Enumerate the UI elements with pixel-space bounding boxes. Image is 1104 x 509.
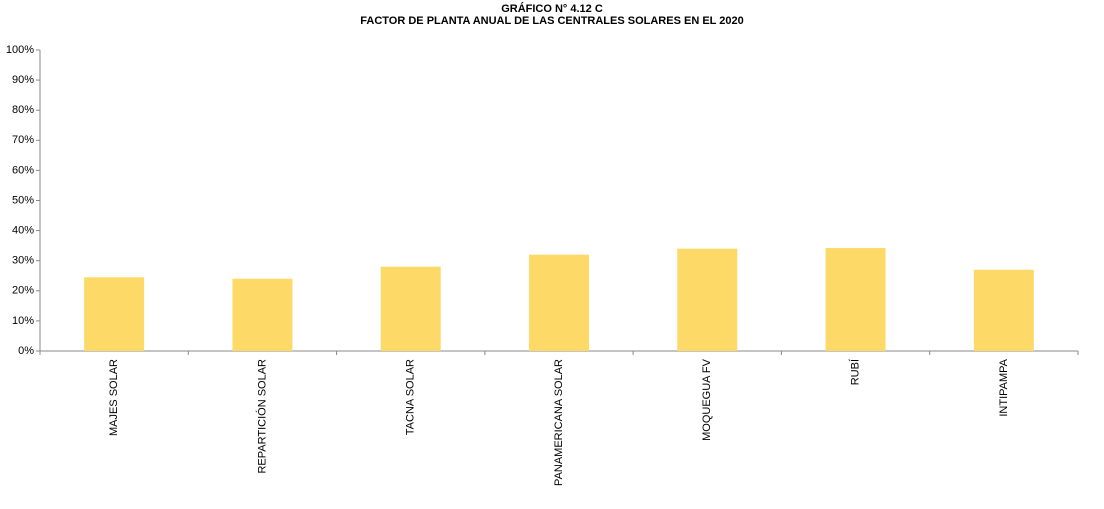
bar [84, 277, 145, 351]
y-tick-label: 100% [6, 44, 34, 56]
chart-title: GRÁFICO N° 4.12 C [501, 2, 603, 15]
x-tick-label: TACNA SOLAR [405, 359, 417, 435]
chart-subtitle: FACTOR DE PLANTA ANUAL DE LAS CENTRALES … [360, 15, 743, 27]
bar [825, 248, 886, 351]
y-tick-label: 30% [12, 255, 34, 267]
bar [973, 269, 1034, 351]
x-tick-label: MAJES SOLAR [108, 359, 120, 436]
bar [677, 248, 738, 351]
bar [529, 254, 589, 351]
y-tick-label: 40% [12, 225, 34, 237]
y-tick-label: 0% [18, 345, 34, 357]
x-tick-label: MOQUEGUA FV [701, 358, 713, 441]
y-tick-label: 60% [12, 164, 34, 176]
bar [380, 266, 441, 351]
x-tick-label: INTIPAMPA [998, 358, 1010, 416]
y-tick-label: 90% [12, 74, 34, 86]
y-tick-label: 10% [12, 315, 34, 327]
y-tick-label: 20% [12, 285, 34, 297]
x-tick-label: REPARTICIÓN SOLAR [255, 359, 268, 474]
bar [232, 278, 293, 351]
x-tick-label: PANAMERICANA SOLAR [553, 359, 565, 486]
y-tick-label: 80% [12, 104, 34, 116]
y-tick-label: 50% [12, 194, 34, 206]
y-tick-label: 70% [12, 134, 34, 146]
x-tick-label: RUBÍ [848, 358, 861, 385]
